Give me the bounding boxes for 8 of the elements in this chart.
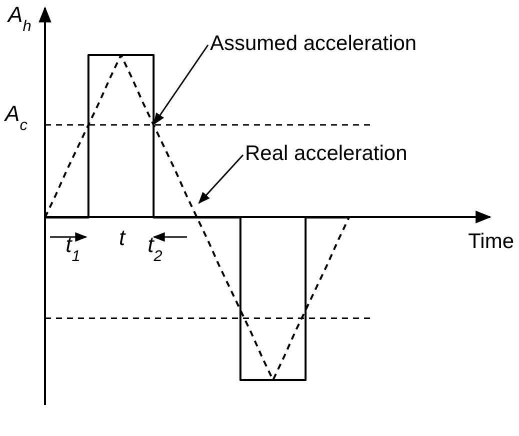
annotation: Assumed acceleration xyxy=(210,32,417,55)
annotation: t$_{2}$ xyxy=(148,232,163,264)
annotation: Real acceleration xyxy=(245,142,408,165)
annotation: t xyxy=(118,225,126,250)
ref-line-label: A$_{c}$ xyxy=(3,100,28,134)
y-axis-title: A$_{h}$ xyxy=(6,2,32,34)
annotation: t$_{1}$ xyxy=(66,232,80,264)
text: Time xyxy=(468,230,514,253)
